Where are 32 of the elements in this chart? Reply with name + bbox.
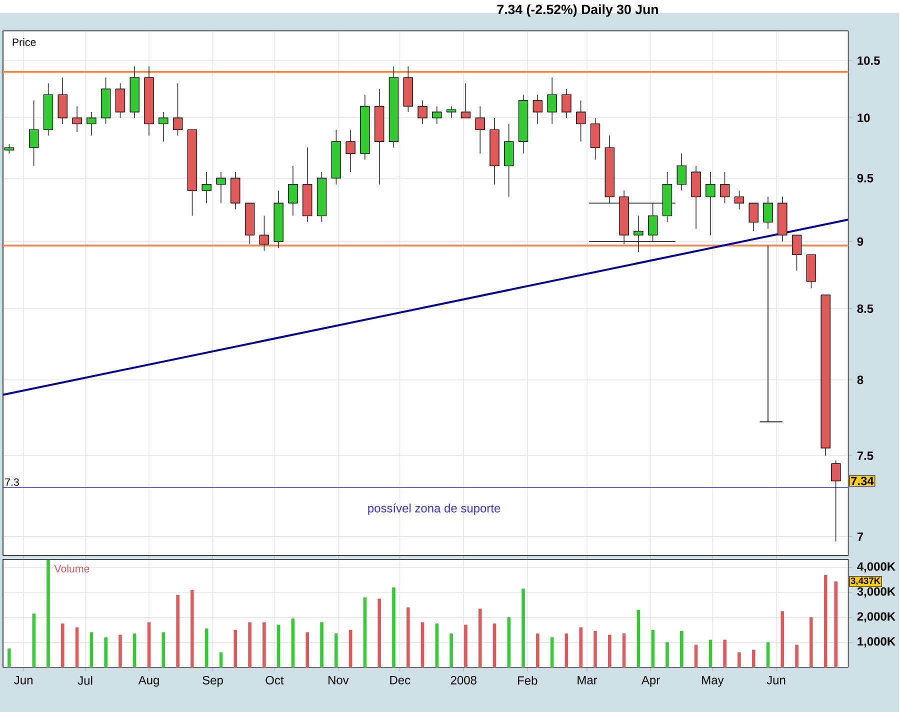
x-tick-label: Nov xyxy=(328,676,349,684)
y-axis-title: Volume xyxy=(54,564,90,572)
y-tick-label: 7.5 xyxy=(857,451,874,460)
y-tick-label: 10 xyxy=(858,114,870,122)
chart-title: 7.34 (-2.52%) Daily 30 Jun xyxy=(497,4,658,17)
x-tick-label: Dec xyxy=(390,676,410,684)
annotation: 3,437K xyxy=(850,577,880,586)
x-tick-label: Mar xyxy=(578,676,598,684)
x-tick-label: Jun xyxy=(766,676,786,684)
y-tick-label: 8 xyxy=(857,375,864,384)
x-tick-label: Jun xyxy=(14,676,32,684)
y-tick-label: 8.5 xyxy=(857,304,874,313)
y-tick-label: 4,000K xyxy=(857,562,896,572)
x-tick-label: Feb xyxy=(518,676,538,685)
x-tick-label: Jul xyxy=(78,676,92,685)
y-tick-label: 10.5 xyxy=(858,56,880,65)
x-tick-label: 2008 xyxy=(450,676,476,684)
y-tick-label: 7 xyxy=(857,532,864,541)
y-axis-title: Price xyxy=(12,38,36,46)
y-tick-label: 9.5 xyxy=(857,174,874,182)
y-tick-label: 1,000K xyxy=(858,637,896,648)
x-tick-label: Apr xyxy=(641,676,660,687)
annotation: possível zona de suporte xyxy=(368,503,500,515)
x-tick-label: May xyxy=(702,676,724,687)
x-tick-label: Oct xyxy=(266,676,284,684)
annotation: 7.34 xyxy=(851,476,874,486)
x-tick-label: Sep xyxy=(202,676,223,687)
y-tick-label: 2,000K xyxy=(857,612,896,622)
x-tick-label: Aug xyxy=(138,676,159,687)
ref-line-label: 7.3 xyxy=(5,478,19,486)
y-tick-label: 3,000K xyxy=(857,587,896,598)
y-tick-label: 9 xyxy=(857,237,864,246)
